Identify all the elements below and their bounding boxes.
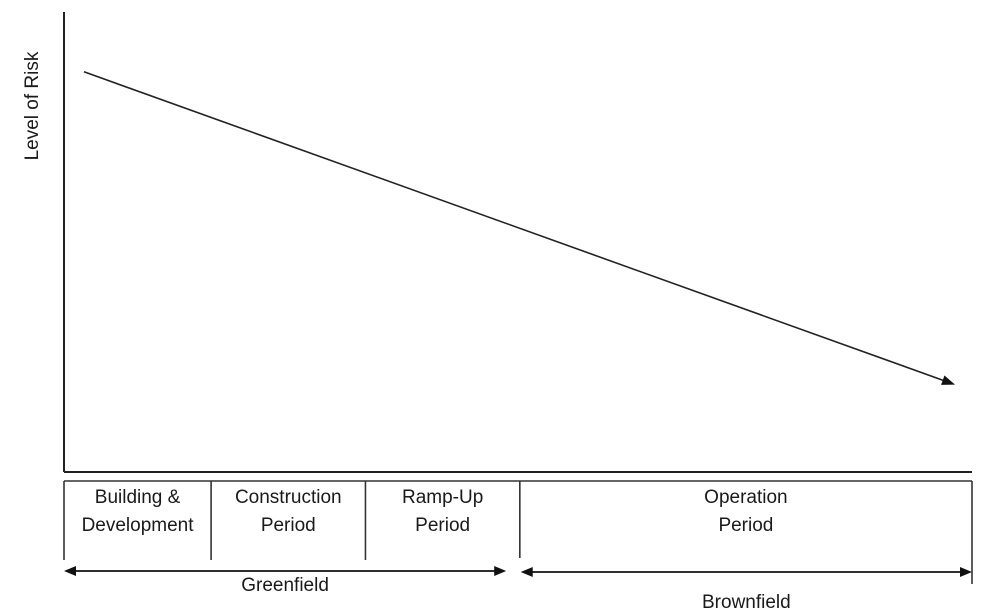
phase-label-construction-line-2: Period: [261, 515, 316, 536]
greenfield-label: Greenfield: [241, 575, 329, 596]
brownfield-span-left-arrowhead: [520, 567, 533, 577]
phase-boxes: Building & Development Construction Period R…: [63, 480, 973, 584]
y-axis-label: Level of Risk: [22, 51, 43, 160]
period-spans: Greenfield Brownfield: [64, 566, 972, 613]
brownfield-label: Brownfield: [702, 592, 791, 613]
phase-label-construction-line-1: Construction: [235, 487, 342, 508]
phase-label-building-line-1: Building &: [95, 487, 181, 508]
brownfield-span-right-arrowhead: [960, 567, 972, 577]
phase-label-operation-line-2: Period: [718, 515, 773, 536]
greenfield-span-right-arrowhead: [494, 566, 507, 576]
risk-trend-arrowhead: [941, 375, 955, 385]
phase-label-rampup-line-1: Ramp-Up: [402, 487, 483, 508]
phase-label-operation-line-1: Operation: [704, 487, 787, 508]
phase-label-rampup-line-2: Period: [415, 515, 470, 536]
risk-trend-line: [83, 71, 946, 382]
greenfield-span-left-arrowhead: [64, 566, 76, 576]
phase-label-building-line-2: Development: [82, 515, 195, 536]
